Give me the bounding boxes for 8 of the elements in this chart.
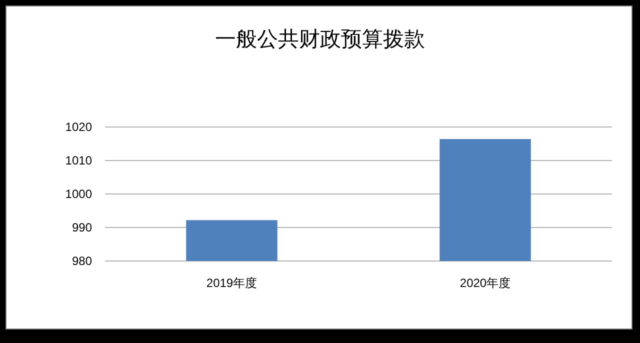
y-tick-label: 1010 <box>65 154 92 168</box>
y-tick-label: 1020 <box>65 120 92 134</box>
y-tick-label: 990 <box>72 220 92 234</box>
chart-title: 一般公共财政预算拨款 <box>215 28 425 51</box>
x-tick-label: 2020年度 <box>460 276 511 290</box>
x-tick-label: 2019年度 <box>206 276 258 290</box>
y-tick-label: 1000 <box>65 187 92 201</box>
y-tick-label: 980 <box>72 254 92 268</box>
